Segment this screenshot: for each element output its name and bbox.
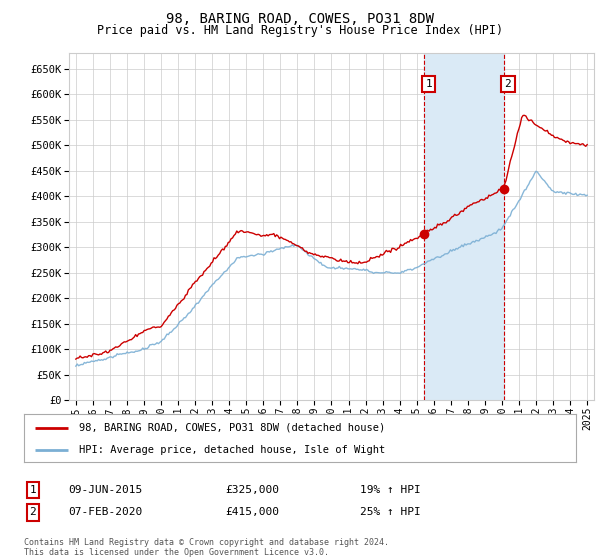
- Text: 25% ↑ HPI: 25% ↑ HPI: [359, 507, 421, 517]
- Text: £415,000: £415,000: [225, 507, 279, 517]
- Text: 1: 1: [29, 485, 37, 495]
- Text: 2: 2: [505, 79, 511, 89]
- Text: Contains HM Land Registry data © Crown copyright and database right 2024.
This d: Contains HM Land Registry data © Crown c…: [24, 538, 389, 557]
- Text: 09-JUN-2015: 09-JUN-2015: [68, 485, 142, 495]
- Text: 1: 1: [425, 79, 432, 89]
- Text: HPI: Average price, detached house, Isle of Wight: HPI: Average price, detached house, Isle…: [79, 445, 385, 455]
- Text: 19% ↑ HPI: 19% ↑ HPI: [359, 485, 421, 495]
- Text: 98, BARING ROAD, COWES, PO31 8DW: 98, BARING ROAD, COWES, PO31 8DW: [166, 12, 434, 26]
- Text: 07-FEB-2020: 07-FEB-2020: [68, 507, 142, 517]
- Text: 2: 2: [29, 507, 37, 517]
- Text: 98, BARING ROAD, COWES, PO31 8DW (detached house): 98, BARING ROAD, COWES, PO31 8DW (detach…: [79, 423, 385, 433]
- Bar: [424, 53, 503, 400]
- Text: £325,000: £325,000: [225, 485, 279, 495]
- Text: Price paid vs. HM Land Registry's House Price Index (HPI): Price paid vs. HM Land Registry's House …: [97, 24, 503, 36]
